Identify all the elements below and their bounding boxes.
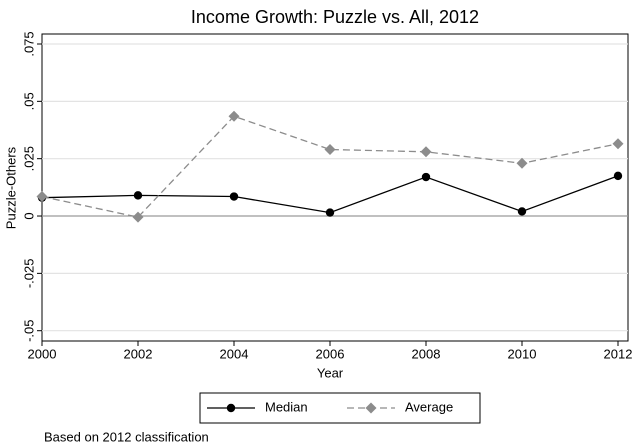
x-tick-label: 2000: [28, 346, 57, 361]
data-point: [228, 110, 240, 122]
x-tick-label: 2010: [508, 346, 537, 361]
legend-label: Median: [265, 399, 308, 414]
legend-label: Average: [405, 399, 453, 414]
data-point: [229, 192, 239, 201]
data-point: [132, 211, 144, 223]
data-point: [421, 172, 431, 182]
y-tick-label: .05: [21, 92, 36, 110]
plot-frame: [41, 33, 629, 342]
y-axis-label: Puzzle-Others: [3, 146, 18, 229]
x-tick-label: 2012: [604, 346, 633, 361]
x-tick-label: 2004: [220, 346, 249, 361]
y-tick-label: 0: [21, 212, 36, 219]
data-point: [517, 207, 527, 216]
data-point: [325, 208, 335, 217]
data-point: [36, 191, 48, 203]
y-tick-label: -.025: [21, 259, 36, 289]
chart-title: Income Growth: Puzzle vs. All, 2012: [191, 7, 479, 27]
data-point: [133, 191, 143, 200]
y-tick-label: .075: [21, 31, 36, 56]
data-point: [516, 157, 528, 169]
x-tick-label: 2006: [316, 346, 345, 361]
note: Based on 2012 classification: [44, 429, 209, 444]
data-point: [420, 146, 432, 158]
y-tick-label: .025: [21, 146, 36, 171]
legend-marker: [226, 403, 236, 413]
data-point: [613, 171, 623, 181]
x-tick-label: 2008: [412, 346, 441, 361]
data-point: [324, 144, 336, 156]
x-axis-label: Year: [317, 365, 344, 380]
y-tick-label: -.05: [21, 319, 36, 341]
data-point: [612, 138, 624, 150]
legend-marker: [365, 402, 377, 414]
x-tick-label: 2002: [124, 346, 153, 361]
